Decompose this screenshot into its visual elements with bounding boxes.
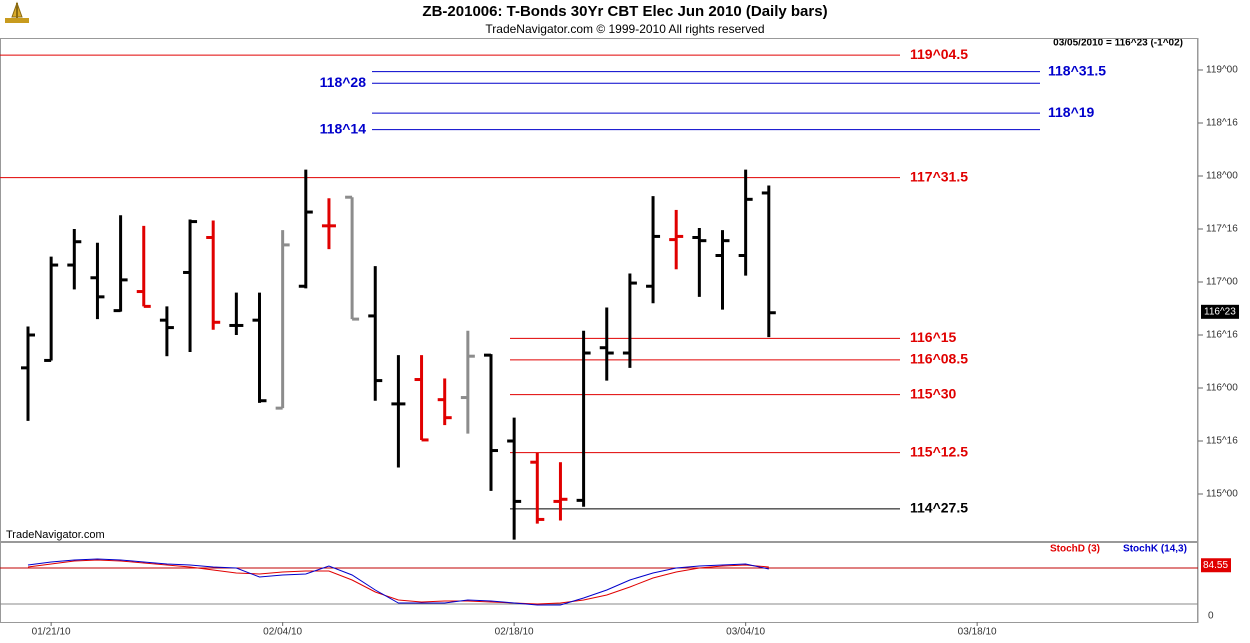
x-tick-label: 03/04/10: [726, 627, 765, 638]
level-label: 116^08.5: [910, 351, 968, 367]
legend-entry: StochK (14,3): [1123, 544, 1187, 555]
level-label: 115^12.5: [910, 443, 968, 459]
y-tick-label: 118^00: [1206, 171, 1238, 182]
level-label: 118^31.5: [1048, 62, 1106, 78]
level-label: 114^27.5: [910, 500, 968, 516]
x-tick-label: 02/04/10: [263, 627, 302, 638]
last-value-label: 84.55: [1203, 560, 1228, 571]
logo: [5, 1, 29, 23]
y-tick-label: 115^00: [1206, 489, 1238, 500]
level-label: 117^31.5: [910, 168, 968, 184]
x-tick-label: 02/18/10: [495, 627, 534, 638]
level-label: 118^14: [320, 120, 367, 136]
watermark: TradeNavigator.com: [6, 529, 105, 541]
y-tick-label: 0: [1208, 611, 1214, 622]
chart-title: ZB-201006: T-Bonds 30Yr CBT Elec Jun 201…: [422, 3, 827, 20]
last-price-box: [1201, 304, 1239, 319]
level-label: 115^30: [910, 385, 957, 401]
quote: 03/05/2010 = 116^23 (-1^02): [1053, 38, 1183, 49]
legend-entry: StochD (3): [1050, 544, 1100, 555]
y-tick-label: 119^00: [1206, 65, 1238, 76]
y-tick-label: 117^16: [1206, 224, 1238, 235]
level-label: 118^28: [320, 74, 367, 90]
y-tick-label: 116^00: [1206, 383, 1238, 394]
stoch-line: [27, 559, 769, 605]
chart-subtitle: TradeNavigator.com © 1999-2010 All right…: [485, 22, 764, 36]
level-label: 116^15: [910, 329, 957, 345]
x-tick-label: 03/18/10: [958, 627, 997, 638]
y-tick-label: 116^16: [1206, 330, 1238, 341]
y-tick-label: 115^16: [1206, 436, 1238, 447]
stoch-line: [27, 558, 769, 606]
last-price-label: 116^23: [1204, 306, 1236, 317]
last-value-box: [1201, 558, 1231, 573]
x-tick-label: 01/21/10: [32, 627, 71, 638]
y-tick-label: 118^16: [1206, 118, 1238, 129]
y-tick-label: 117^00: [1206, 277, 1238, 288]
level-label: 118^19: [1048, 104, 1095, 120]
level-label: 119^04.5: [910, 46, 968, 62]
